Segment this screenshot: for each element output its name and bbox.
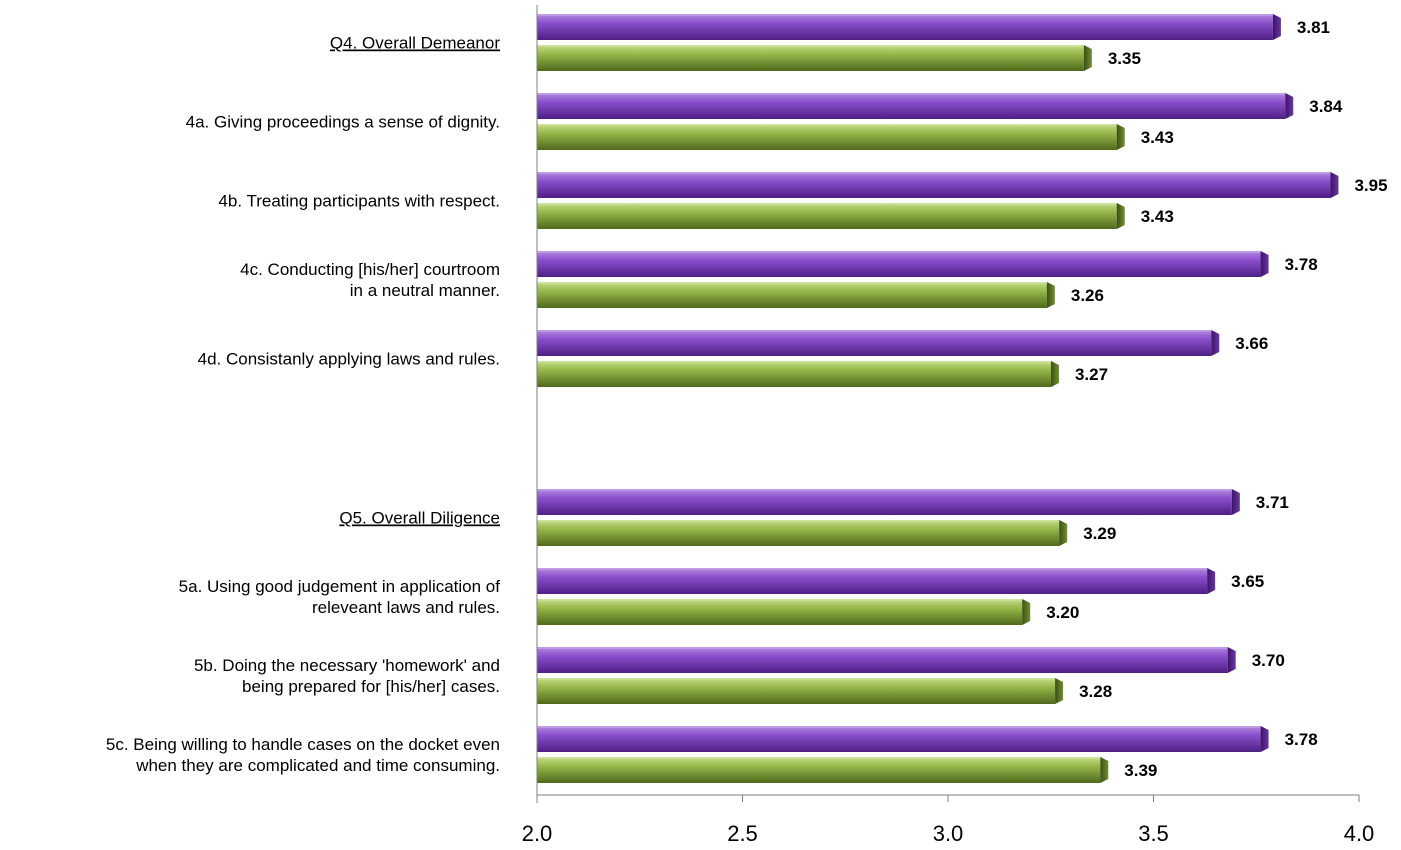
bar-green-6: 3.20 <box>537 599 1079 625</box>
data-label: 3.65 <box>1231 572 1264 591</box>
data-label: 3.43 <box>1141 128 1174 147</box>
bar-purple-5: 3.71 <box>537 489 1289 515</box>
bar-green-7: 3.28 <box>537 678 1112 704</box>
bar-body <box>537 93 1286 119</box>
bar-body <box>537 203 1117 229</box>
category-label: 4d. Consistanly applying laws and rules. <box>198 350 500 369</box>
bars-layer: 3.81 3.35 3.84 3.43 3.95 3.43 3.78 3.26 3.66 3.27… <box>537 14 1388 783</box>
bar-body <box>537 14 1273 40</box>
x-tick-label: 2.5 <box>727 821 758 846</box>
data-label: 3.39 <box>1124 761 1157 780</box>
bar-body <box>537 599 1023 625</box>
bar-purple-7: 3.70 <box>537 647 1285 673</box>
x-tick-label: 2.0 <box>522 821 553 846</box>
bar-end-cap <box>1207 568 1216 594</box>
bar-end-cap <box>1260 251 1269 277</box>
bar-end-cap <box>1330 172 1339 198</box>
data-label: 3.71 <box>1256 493 1289 512</box>
bar-purple-2: 3.95 <box>537 172 1388 198</box>
data-label: 3.26 <box>1071 286 1104 305</box>
bar-purple-6: 3.65 <box>537 568 1264 594</box>
category-label: Q5. Overall Diligence <box>339 509 500 528</box>
bar-purple-8: 3.78 <box>537 726 1318 752</box>
category-label: when they are complicated and time consu… <box>135 756 500 775</box>
x-tick-label: 3.5 <box>1138 821 1169 846</box>
bar-purple-1: 3.84 <box>537 93 1343 119</box>
bar-end-cap <box>1211 330 1220 356</box>
data-label: 3.27 <box>1075 365 1108 384</box>
bar-body <box>537 520 1060 546</box>
data-label: 3.78 <box>1285 730 1318 749</box>
bar-green-3: 3.26 <box>537 282 1104 308</box>
bar-end-cap <box>1083 45 1092 71</box>
bar-body <box>537 282 1047 308</box>
bar-end-cap <box>1272 14 1281 40</box>
category-label: 4a. Giving proceedings a sense of dignit… <box>186 113 500 132</box>
bar-end-cap <box>1285 93 1294 119</box>
category-label: 5c. Being willing to handle cases on the… <box>106 735 500 754</box>
bar-green-1: 3.43 <box>537 124 1174 150</box>
bar-body <box>537 330 1212 356</box>
bar-end-cap <box>1116 124 1125 150</box>
category-label: Q4. Overall Demeanor <box>330 34 500 53</box>
category-label: 4c. Conducting [his/her] courtroom <box>240 260 500 279</box>
data-label: 3.28 <box>1079 682 1112 701</box>
bar-end-cap <box>1116 203 1125 229</box>
bar-purple-0: 3.81 <box>537 14 1330 40</box>
category-labels: Q4. Overall Demeanor 4a. Giving proceedin… <box>106 34 500 776</box>
bar-end-cap <box>1227 647 1236 673</box>
bar-body <box>537 172 1331 198</box>
bar-green-0: 3.35 <box>537 45 1141 71</box>
x-tick-label: 3.0 <box>933 821 964 846</box>
bar-body <box>537 45 1084 71</box>
bar-end-cap <box>1050 361 1059 387</box>
data-label: 3.66 <box>1235 334 1268 353</box>
data-label: 3.70 <box>1252 651 1285 670</box>
bar-purple-4: 3.66 <box>537 330 1268 356</box>
x-tick-label: 4.0 <box>1344 821 1375 846</box>
x-axis: 2.0 2.5 3.0 3.5 4.0 <box>522 5 1375 846</box>
bar-body <box>537 489 1232 515</box>
category-label: 4b. Treating participants with respect. <box>218 192 500 211</box>
bar-body <box>537 647 1228 673</box>
bar-end-cap <box>1046 282 1055 308</box>
data-label: 3.78 <box>1285 255 1318 274</box>
bar-body <box>537 361 1051 387</box>
bar-end-cap <box>1231 489 1240 515</box>
category-label: 5b. Doing the necessary 'homework' and <box>194 656 500 675</box>
bar-green-8: 3.39 <box>537 757 1157 783</box>
bar-end-cap <box>1260 726 1269 752</box>
category-label: being prepared for [his/her] cases. <box>242 677 500 696</box>
bar-end-cap <box>1022 599 1031 625</box>
data-label: 3.43 <box>1141 207 1174 226</box>
data-label: 3.84 <box>1309 97 1343 116</box>
bar-green-5: 3.29 <box>537 520 1116 546</box>
data-label: 3.29 <box>1083 524 1116 543</box>
bar-body <box>537 124 1117 150</box>
bar-green-2: 3.43 <box>537 203 1174 229</box>
category-label: in a neutral manner. <box>350 281 500 300</box>
bar-end-cap <box>1055 678 1064 704</box>
bar-end-cap <box>1100 757 1109 783</box>
bar-green-4: 3.27 <box>537 361 1108 387</box>
category-label: 5a. Using good judgement in application … <box>179 577 501 596</box>
category-label: releveant laws and rules. <box>312 598 500 617</box>
bar-body <box>537 678 1056 704</box>
data-label: 3.35 <box>1108 49 1141 68</box>
bar-body <box>537 757 1101 783</box>
bar-body <box>537 251 1261 277</box>
bar-end-cap <box>1059 520 1068 546</box>
bar-body <box>537 726 1261 752</box>
data-label: 3.81 <box>1297 18 1330 37</box>
data-label: 3.95 <box>1354 176 1387 195</box>
bar-body <box>537 568 1208 594</box>
data-label: 3.20 <box>1046 603 1079 622</box>
bar-purple-3: 3.78 <box>537 251 1318 277</box>
